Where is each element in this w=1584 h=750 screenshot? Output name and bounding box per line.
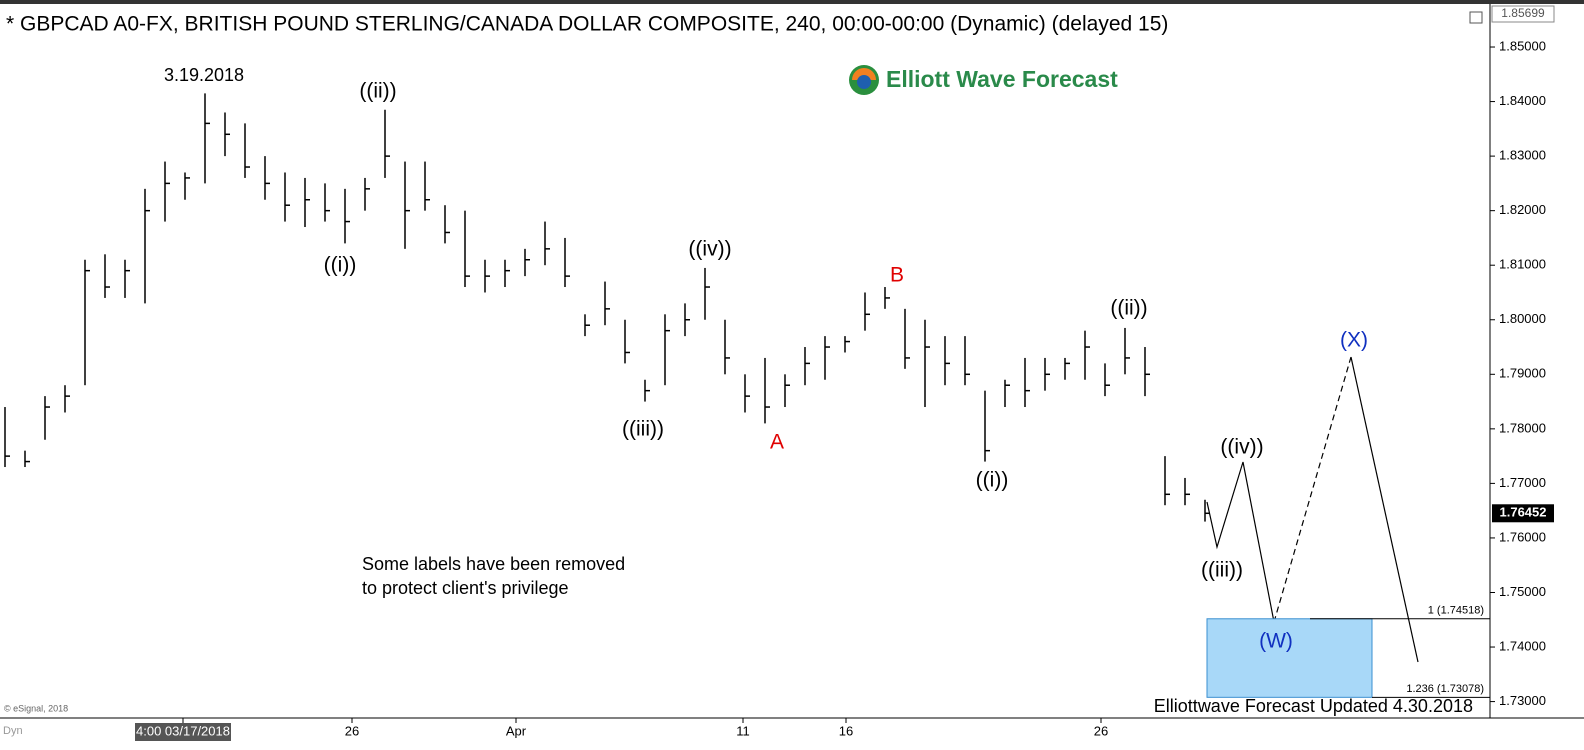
x-tick-label: Apr: [506, 723, 527, 738]
logo-icon-arc: [852, 68, 876, 80]
top-price-label: 1.85699: [1501, 6, 1545, 20]
y-tick-label: 1.84000: [1499, 93, 1546, 108]
logo-text: Elliott Wave Forecast: [886, 66, 1118, 92]
footer: Elliottwave Forecast Updated 4.30.2018: [1154, 696, 1473, 716]
wave-label: ((iv)): [1220, 436, 1263, 459]
top-border: [0, 0, 1584, 4]
wave-label: ((i)): [976, 469, 1009, 492]
note-line: to protect client's privilege: [362, 578, 569, 598]
mode-label: Dyn: [3, 725, 23, 737]
note-line: Some labels have been removed: [362, 554, 625, 574]
x-tick-label: 16: [839, 723, 853, 738]
y-tick-label: 1.79000: [1499, 366, 1546, 381]
fib-label: 1 (1.74518): [1428, 605, 1484, 617]
projection: [1206, 356, 1419, 663]
y-tick-label: 1.74000: [1499, 638, 1546, 653]
top-price-box: [1491, 5, 1555, 23]
wave-label: (W): [1259, 630, 1293, 653]
wave-label: 3.19.2018: [164, 65, 244, 85]
wave-label: ((iii)): [622, 418, 664, 441]
y-tick-label: 1.81000: [1499, 257, 1546, 272]
projection-dashed: [1273, 356, 1352, 623]
last-price-box: [1492, 504, 1554, 523]
wave-label: ((ii)): [359, 80, 396, 103]
wave-label: B: [890, 264, 904, 287]
wave-label: ((ii)): [1110, 297, 1147, 320]
wave-label: (X): [1340, 329, 1368, 352]
y-tick-label: 1.73000: [1499, 693, 1546, 708]
chart-title: * GBPCAD A0-FX, BRITISH POUND STERLING/C…: [6, 13, 1168, 36]
y-tick-label: 1.83000: [1499, 148, 1546, 163]
x-tick-highlight: [135, 723, 231, 741]
window-button[interactable]: [1469, 11, 1483, 24]
wave-label: A: [770, 431, 784, 454]
projection-line: [1206, 461, 1275, 623]
y-tick-label: 1.82000: [1499, 202, 1546, 217]
y-tick-label: 1.85000: [1499, 38, 1546, 53]
y-tick-label: 1.80000: [1499, 311, 1546, 326]
wave-label: ((i)): [324, 254, 357, 277]
x-tick-label: 26: [345, 723, 359, 738]
price-bars: [4, 93, 1210, 522]
copyright: © eSignal, 2018: [4, 703, 68, 713]
y-tick-label: 1.78000: [1499, 420, 1546, 435]
last-price-label: 1.76452: [1500, 505, 1547, 520]
y-tick-label: 1.77000: [1499, 475, 1546, 490]
logo: Elliott Wave Forecast: [849, 65, 1118, 95]
wave-label: ((iv)): [688, 238, 731, 261]
y-tick-label: 1.76000: [1499, 529, 1546, 544]
target-box: [1206, 618, 1373, 698]
y-tick-label: 1.75000: [1499, 584, 1546, 599]
logo-icon-center: [857, 75, 871, 89]
x-tick-label: 11: [736, 723, 750, 738]
wave-label: ((iii)): [1201, 559, 1243, 582]
projection-line: [1350, 356, 1419, 663]
x-tick-label: 26: [1094, 723, 1108, 738]
fib-label: 1.236 (1.73078): [1406, 683, 1484, 695]
x-tick-label: 4:00 03/17/2018: [136, 723, 230, 738]
